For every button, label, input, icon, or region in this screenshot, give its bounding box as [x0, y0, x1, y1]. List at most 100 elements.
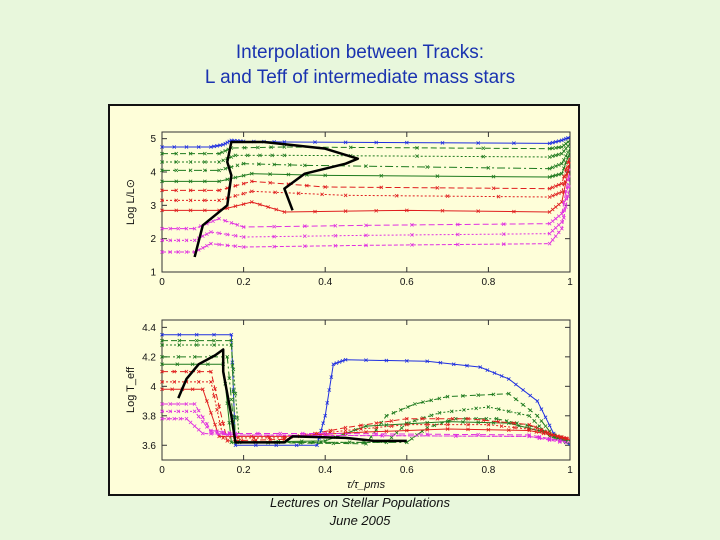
data-point — [348, 145, 353, 150]
data-point — [455, 222, 460, 227]
data-point — [253, 443, 258, 448]
data-point — [425, 422, 430, 427]
data-point — [188, 188, 193, 193]
data-point — [547, 186, 552, 191]
data-point — [202, 151, 207, 156]
data-point — [202, 208, 207, 213]
figure-panel: 0 0.2 0.4 0.6 0.8 1 1 2 3 4 5 Log L/L⊙ 0 0.2 0.4 0.6 0.8… — [108, 104, 580, 496]
data-point — [188, 208, 193, 213]
data-point — [278, 431, 283, 436]
data-point — [547, 210, 552, 214]
data-point — [359, 427, 363, 431]
data-point — [556, 172, 561, 177]
data-point — [561, 137, 566, 142]
data-point — [257, 162, 261, 166]
data-point — [413, 402, 417, 406]
data-point — [506, 377, 511, 381]
data-point — [506, 428, 511, 433]
data-point — [282, 210, 287, 214]
data-point — [196, 427, 201, 432]
data-point — [211, 219, 215, 224]
data-point — [561, 190, 566, 194]
x-tick-label: 0.2 — [237, 465, 251, 476]
data-point — [379, 173, 384, 178]
data-point — [323, 185, 328, 189]
data-point — [364, 164, 368, 169]
data-point — [435, 185, 440, 190]
data-point — [364, 430, 368, 434]
data-point — [566, 170, 570, 174]
data-point — [325, 401, 330, 405]
data-point — [160, 145, 164, 149]
data-point — [547, 146, 552, 151]
data-point — [270, 153, 275, 158]
data-point — [192, 409, 197, 414]
data-point — [200, 245, 205, 250]
data-point — [172, 145, 177, 149]
data-point — [178, 416, 183, 421]
x-axis-label: τ/τ_pms — [347, 479, 386, 491]
data-point — [437, 396, 442, 401]
x-tick-label: 1 — [567, 465, 573, 476]
y-axis-label: Log T_eff — [125, 366, 137, 413]
data-point — [192, 354, 197, 359]
data-point — [200, 419, 205, 424]
data-point — [384, 413, 389, 418]
data-point — [547, 175, 552, 179]
data-point — [437, 410, 442, 415]
isochrone-curve — [193, 140, 360, 258]
data-point — [461, 420, 465, 424]
data-point — [202, 198, 207, 203]
data-point — [188, 160, 193, 164]
data-point — [233, 193, 238, 198]
data-point — [364, 424, 368, 428]
data-point — [160, 380, 164, 384]
data-point — [302, 244, 307, 249]
data-point — [184, 250, 189, 254]
data-point — [547, 141, 552, 146]
data-point — [399, 426, 404, 430]
data-point — [506, 409, 511, 414]
data-point — [561, 158, 566, 162]
data-point — [556, 139, 561, 143]
data-point — [559, 138, 564, 143]
data-point — [209, 230, 213, 234]
data-point — [404, 422, 409, 427]
data-point — [249, 179, 254, 184]
data-point — [528, 408, 533, 413]
data-point — [398, 408, 403, 412]
y-tick-label: 5 — [150, 134, 156, 145]
data-point — [389, 435, 394, 440]
data-point — [323, 438, 328, 443]
data-point — [204, 399, 209, 403]
data-point — [217, 151, 222, 156]
data-point — [313, 140, 317, 145]
data-point — [233, 391, 238, 396]
data-point — [200, 415, 205, 420]
data-point — [194, 343, 199, 347]
data-point — [462, 408, 466, 412]
data-point — [561, 215, 566, 220]
data-point — [196, 145, 201, 149]
data-point — [304, 183, 309, 188]
data-point — [190, 387, 195, 392]
data-point — [559, 226, 564, 231]
data-point — [233, 443, 238, 448]
data-point — [192, 238, 197, 243]
data-point — [465, 363, 469, 368]
data-point — [512, 209, 516, 214]
data-point — [202, 179, 207, 184]
data-point — [404, 416, 409, 421]
data-point — [176, 402, 181, 406]
series-line-red — [162, 161, 571, 213]
data-point — [184, 409, 189, 414]
data-point — [188, 420, 193, 425]
data-point — [550, 219, 555, 224]
data-point — [553, 184, 558, 189]
data-point — [225, 232, 230, 237]
data-point — [425, 359, 430, 364]
data-point — [241, 225, 246, 229]
title-line-2: L and Teff of intermediate mass stars — [204, 67, 516, 88]
data-point — [481, 418, 486, 423]
isochrone-curve — [177, 348, 407, 444]
